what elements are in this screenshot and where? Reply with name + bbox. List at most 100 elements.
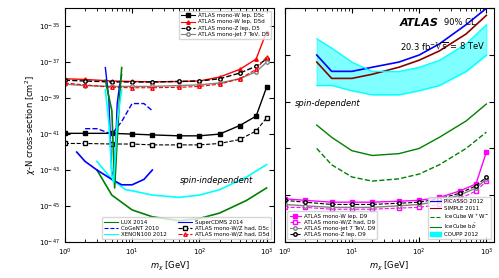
ATLAS mono-W lep, D9 (369, 200, 375, 204)
IceCube b$\bar{b}$ (436, 136, 442, 139)
Y-axis label: $\chi$-N cross-section [cm$^2$]: $\chi$-N cross-section [cm$^2$] (23, 75, 38, 175)
ATLAS mono-W lep, D5c (129, 132, 135, 136)
Line: XENON100 2012: XENON100 2012 (97, 162, 266, 197)
ATLAS mono-W/Z had, D9 (457, 197, 463, 200)
ATLAS mono-Z lep, D5 (263, 57, 269, 61)
ATLAS mono-W lep, D5c (149, 133, 155, 136)
PICASSO 2012 (484, 7, 490, 10)
ATLAS mono-Z lep, D5 (82, 79, 88, 83)
ATLAS mono-W/Z had, D9 (329, 208, 335, 211)
ATLAS mono-W/Z had, D5d (109, 86, 115, 89)
LUX 2014 (129, 208, 135, 212)
ATLAS mono-W/Z had, D9 (484, 179, 490, 183)
IceCube W$^+$W$^-$ (369, 179, 375, 183)
ATLAS mono-W lep, D5c (217, 132, 223, 136)
IceCube b$\bar{b}$ (416, 147, 422, 150)
CoGeNT 2010 (109, 132, 115, 136)
ATLAS mono-jet 7 TeV, D9 (302, 204, 308, 207)
ATLAS mono-Z lep, D9 (329, 203, 335, 206)
CoGeNT 2010 (94, 127, 100, 130)
ATLAS mono-W lep, D5c (237, 124, 243, 127)
Line: LUX 2014: LUX 2014 (97, 170, 266, 221)
SuperCDMS 2014 (129, 183, 135, 187)
ATLAS mono-Z lep, D9 (281, 199, 287, 202)
LUX 2014 (263, 186, 269, 190)
Line: ATLAS mono-jet 7 TeV, D5: ATLAS mono-jet 7 TeV, D5 (63, 61, 268, 88)
PICASSO 2012 (463, 23, 469, 26)
ATLAS mono-jet 7 TeV, D9 (369, 206, 375, 209)
XENON100 2012 (244, 175, 250, 179)
IceCube W$^+$W$^-$ (396, 177, 402, 180)
ATLAS mono-Z lep, D9 (484, 175, 490, 179)
IceCube b$\bar{b}$ (484, 102, 490, 106)
Line: SuperCDMS 2014: SuperCDMS 2014 (77, 152, 152, 185)
SIMPLE 2011 (396, 66, 402, 69)
ATLAS mono-W/Z had, D5d (149, 86, 155, 90)
IceCube W$^+$W$^-$ (463, 147, 469, 150)
PICASSO 2012 (314, 53, 320, 57)
ATLAS mono-jet 7 TeV, D5 (237, 77, 243, 80)
ATLAS mono-jet 7 TeV, D9 (349, 206, 355, 209)
Line: CoGeNT 2010: CoGeNT 2010 (85, 104, 152, 134)
ATLAS mono-W lep, D5d (62, 77, 68, 80)
SuperCDMS 2014 (149, 168, 155, 172)
PICASSO 2012 (369, 66, 375, 69)
Text: $\sqrt{s}$ = 8 TeV: $\sqrt{s}$ = 8 TeV (436, 41, 486, 52)
SuperCDMS 2014 (82, 160, 88, 163)
ATLAS mono-W/Z had, D5c (176, 143, 182, 147)
SIMPLE 2011 (416, 59, 422, 62)
ATLAS mono-W lep, D5c (62, 132, 68, 135)
CoGeNT 2010 (129, 102, 135, 105)
ATLAS mono-Z lep, D5 (237, 71, 243, 75)
ATLAS mono-W lep, D9 (349, 200, 355, 204)
XENON100 2012 (196, 193, 202, 197)
ATLAS mono-W lep, D9 (281, 197, 287, 200)
CoGeNT 2010 (141, 102, 147, 105)
XENON100 2012 (109, 178, 115, 181)
ATLAS mono-Z lep, D9 (416, 200, 422, 204)
ATLAS mono-jet 7 TeV, D9 (416, 203, 422, 206)
PICASSO 2012 (349, 70, 355, 73)
XENON100 2012 (176, 196, 182, 199)
PICASSO 2012 (436, 42, 442, 46)
ATLAS mono-W lep, D5d (176, 80, 182, 83)
Legend: ATLAS mono-W lep, D9, ATLAS mono-W/Z had, D9, ATLAS mono-jet 7 TeV, D9, ATLAS mo: ATLAS mono-W lep, D9, ATLAS mono-W/Z had… (287, 211, 377, 239)
Line: ATLAS mono-W lep, D5d: ATLAS mono-W lep, D5d (63, 30, 268, 84)
Text: ATLAS: ATLAS (400, 18, 439, 28)
ATLAS mono-W lep, D5d (217, 75, 223, 79)
ATLAS mono-jet 7 TeV, D5 (253, 70, 259, 73)
SuperCDMS 2014 (141, 178, 147, 181)
XENON100 2012 (123, 188, 129, 191)
ATLAS mono-jet 7 TeV, D9 (281, 203, 287, 206)
Line: ATLAS mono-W lep, D5c: ATLAS mono-W lep, D5c (63, 86, 268, 138)
ATLAS mono-W/Z had, D9 (349, 208, 355, 211)
ATLAS mono-Z lep, D5 (62, 78, 68, 82)
ATLAS mono-W lep, D9 (457, 189, 463, 193)
ATLAS mono-jet 7 TeV, D5 (217, 81, 223, 85)
SuperCDMS 2014 (109, 178, 115, 181)
Line: SIMPLE 2011: SIMPLE 2011 (317, 15, 487, 78)
Line: ATLAS mono-jet 7 TeV, D9: ATLAS mono-jet 7 TeV, D9 (283, 177, 488, 209)
SIMPLE 2011 (484, 14, 490, 17)
ATLAS mono-W lep, D5d (237, 68, 243, 71)
XENON100 2012 (149, 193, 155, 197)
ATLAS mono-W/Z had, D5d (263, 55, 269, 58)
ATLAS mono-W/Z had, D5c (82, 142, 88, 145)
ATLAS mono-W/Z had, D5c (253, 129, 259, 133)
IceCube W$^+$W$^-$ (436, 163, 442, 167)
X-axis label: $m_\chi$ [GeV]: $m_\chi$ [GeV] (150, 259, 190, 272)
IceCube b$\bar{b}$ (369, 154, 375, 157)
ATLAS mono-jet 7 TeV, D5 (196, 83, 202, 86)
ATLAS mono-W/Z had, D9 (396, 206, 402, 210)
ATLAS mono-W lep, D5d (129, 80, 135, 83)
LUX 2014 (196, 217, 202, 220)
SIMPLE 2011 (329, 77, 335, 80)
ATLAS mono-Z lep, D9 (396, 202, 402, 205)
IceCube b$\bar{b}$ (329, 136, 335, 139)
ATLAS mono-jet 7 TeV, D9 (436, 200, 442, 203)
IceCube W$^+$W$^-$ (416, 172, 422, 176)
ATLAS mono-W/Z had, D5c (263, 116, 269, 120)
ATLAS mono-Z lep, D9 (302, 200, 308, 204)
Text: 90% CL: 90% CL (444, 18, 476, 27)
Line: ATLAS mono-W/Z had, D9: ATLAS mono-W/Z had, D9 (283, 179, 488, 211)
